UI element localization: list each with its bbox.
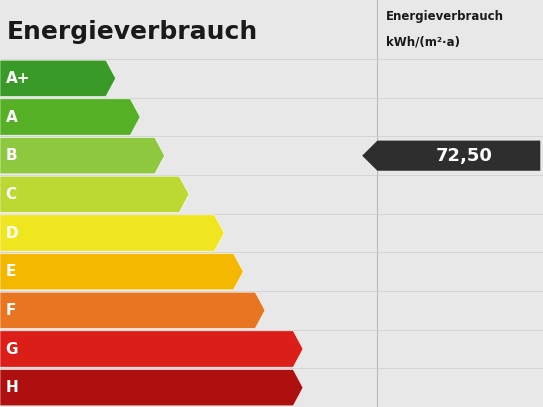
- Polygon shape: [0, 331, 303, 367]
- Polygon shape: [0, 370, 303, 406]
- Polygon shape: [362, 140, 540, 171]
- Text: H: H: [5, 380, 18, 395]
- Text: 72,50: 72,50: [436, 147, 493, 165]
- Polygon shape: [0, 176, 189, 212]
- Text: kWh/(m²·a): kWh/(m²·a): [386, 36, 459, 49]
- Text: G: G: [5, 341, 18, 357]
- Text: C: C: [5, 187, 16, 202]
- Polygon shape: [0, 138, 165, 174]
- Polygon shape: [0, 60, 116, 96]
- Text: F: F: [5, 303, 16, 318]
- Polygon shape: [0, 292, 265, 328]
- Text: D: D: [5, 225, 18, 241]
- Text: B: B: [5, 148, 17, 163]
- Text: E: E: [5, 264, 16, 279]
- Text: A+: A+: [5, 71, 30, 86]
- Text: Energieverbrauch: Energieverbrauch: [7, 20, 258, 44]
- Text: Energieverbrauch: Energieverbrauch: [386, 10, 503, 23]
- Polygon shape: [0, 215, 224, 251]
- Polygon shape: [0, 99, 140, 135]
- Text: A: A: [5, 109, 17, 125]
- Polygon shape: [0, 254, 243, 290]
